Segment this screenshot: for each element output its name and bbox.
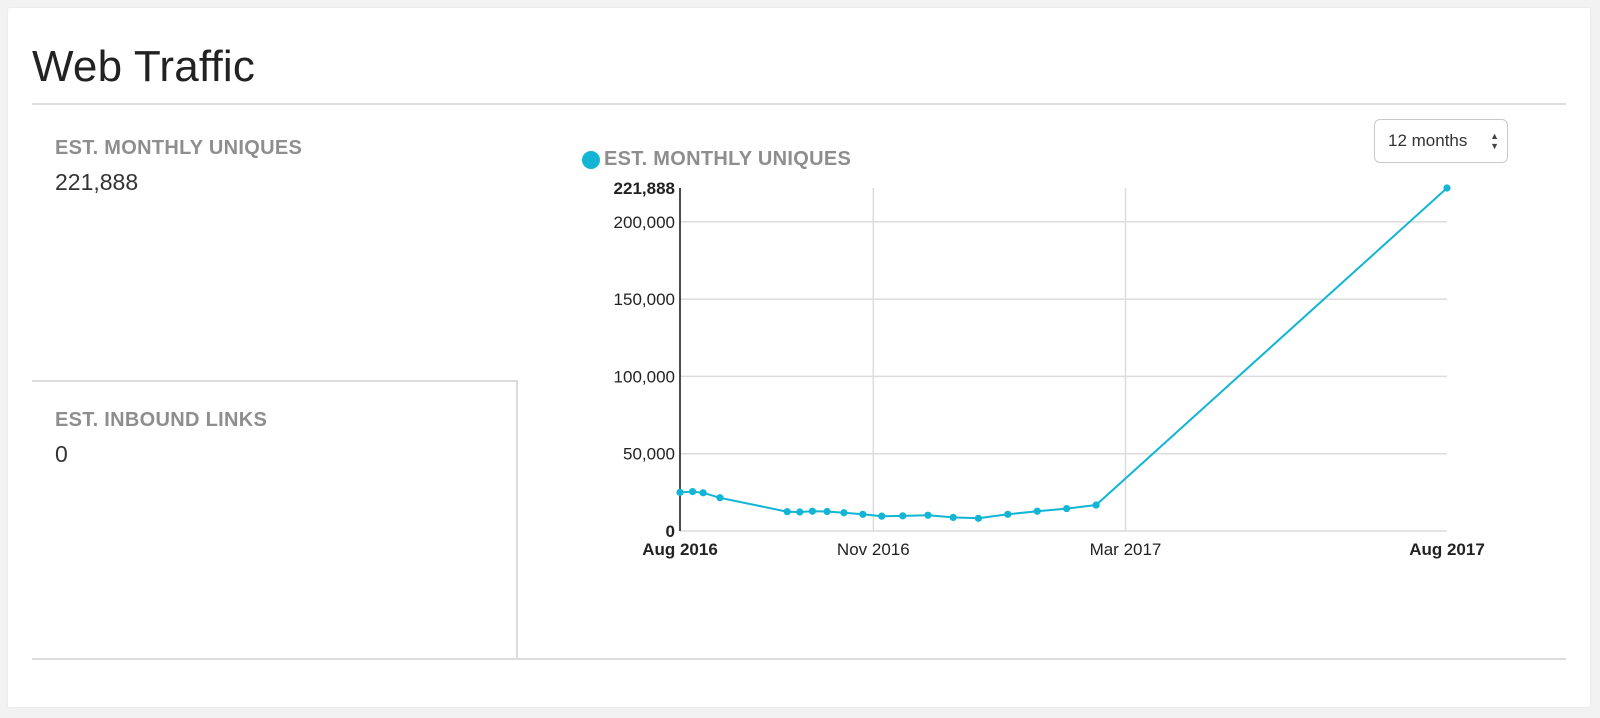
data-point (1033, 507, 1041, 515)
web-traffic-card: Web Traffic EST. MONTHLY UNIQUES 221,888… (8, 8, 1590, 707)
data-point (716, 494, 724, 502)
data-point (924, 511, 932, 519)
legend-swatch-icon (582, 150, 600, 169)
select-arrows-icon: ▲ ▼ (1490, 131, 1499, 151)
uniques-value: 221,888 (55, 169, 139, 195)
data-point (676, 488, 684, 496)
legend-series-label: EST. MONTHLY UNIQUES (604, 148, 852, 170)
inbound-links-box (32, 380, 518, 658)
y-tick-label: 100,000 (614, 367, 675, 386)
data-point (689, 487, 697, 496)
uniques-label: EST. MONTHLY UNIQUES (55, 137, 303, 159)
data-point (1092, 501, 1100, 509)
data-point (823, 507, 831, 516)
time-range-select[interactable]: 12 months ▲ ▼ (1374, 119, 1508, 163)
data-point (859, 510, 867, 518)
y-tick-label: 221,888 (614, 179, 675, 198)
data-point (796, 508, 804, 516)
panel-title: Web Traffic (32, 42, 256, 91)
y-tick-label: 200,000 (614, 213, 675, 232)
inbound-value: 0 (55, 441, 68, 467)
data-point (878, 512, 886, 520)
chart-legend: EST. MONTHLY UNIQUES (582, 148, 851, 171)
y-tick-label: 0 (666, 522, 675, 541)
data-point (1443, 184, 1451, 192)
bottom-divider (32, 658, 1566, 660)
series-line (679, 187, 1448, 520)
data-point (949, 513, 957, 521)
inbound-label: EST. INBOUND LINKS (55, 409, 268, 431)
data-point (899, 512, 907, 520)
data-point (699, 489, 707, 497)
data-point (974, 514, 982, 522)
data-point (1063, 504, 1071, 513)
data-point (840, 509, 848, 517)
x-tick-label: Nov 2016 (837, 540, 910, 559)
y-tick-label: 150,000 (614, 290, 675, 309)
data-point (808, 507, 816, 515)
data-point (783, 508, 791, 516)
y-tick-label: 50,000 (623, 445, 675, 464)
time-range-value: 12 months (1388, 131, 1468, 150)
title-divider (32, 103, 1566, 105)
x-tick-label: Mar 2017 (1090, 540, 1162, 559)
x-tick-label: Aug 2016 (642, 540, 718, 559)
x-tick-label: Aug 2017 (1409, 540, 1485, 559)
data-point (1004, 510, 1012, 518)
